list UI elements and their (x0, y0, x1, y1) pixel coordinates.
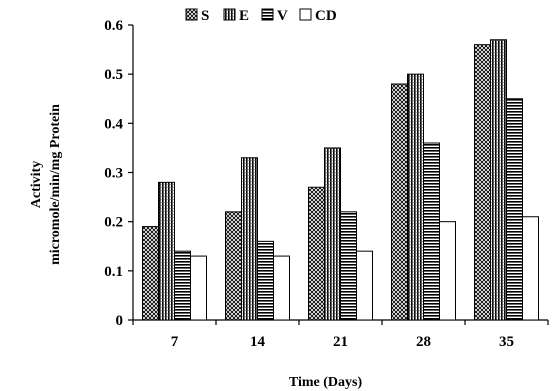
bar-S-21 (308, 186, 325, 321)
legend: S E V CD (185, 8, 337, 24)
bar-E-14 (241, 157, 258, 321)
x-axis-title: Time (Days) (289, 375, 363, 390)
y-tick-label: 0.2 (104, 215, 123, 231)
bar-E-21 (324, 147, 341, 321)
bar-V-7 (174, 250, 191, 321)
x-tick-label: 14 (250, 334, 266, 350)
legend-swatch-E (223, 8, 236, 21)
bar-S-28 (391, 83, 408, 321)
bars (142, 39, 539, 321)
y-tick-label: 0.3 (104, 166, 123, 182)
y-axis-title-line: Activity (29, 161, 44, 208)
x-tick-label: 7 (171, 334, 179, 350)
y-tick-label: 0 (116, 313, 124, 329)
bar-S-14 (225, 211, 242, 321)
bar-S-7 (142, 226, 159, 321)
bar-V-35 (506, 98, 523, 321)
bar-E-28 (407, 73, 424, 321)
bar-V-21 (340, 211, 357, 321)
x-tick-label: 21 (333, 334, 348, 350)
legend-swatch-V (261, 8, 274, 21)
bar-E-7 (158, 181, 175, 321)
bar-CD-35 (522, 216, 539, 321)
bar-CD-28 (439, 221, 456, 321)
y-tick-label: 0.4 (104, 116, 123, 132)
legend-label-E: E (239, 8, 249, 24)
bar-E-35 (490, 39, 507, 321)
bar-CD-7 (190, 255, 207, 321)
x-tick-label: 35 (499, 334, 514, 350)
y-axis-title-line: micromole/min/mg Protein (48, 104, 63, 265)
bar-V-14 (257, 240, 274, 321)
legend-swatch-S (185, 8, 198, 21)
bar-S-35 (474, 44, 491, 321)
bar-CD-14 (273, 255, 290, 321)
legend-label-S: S (201, 8, 209, 24)
bar-V-28 (423, 142, 440, 321)
legend-swatch-CD (299, 8, 312, 21)
legend-label-V: V (277, 8, 288, 24)
y-tick-label: 0.1 (104, 264, 123, 280)
labels: 0 0.1 0.2 0.3 0.4 0.5 0.6 7 14 21 28 35 Time (Days) A… (29, 18, 514, 390)
bar-CD-21 (356, 250, 373, 321)
x-tick-label: 28 (416, 334, 431, 350)
legend-label-CD: CD (315, 8, 337, 24)
y-tick-label: 0.5 (104, 67, 123, 83)
y-tick-label: 0.6 (104, 18, 123, 34)
